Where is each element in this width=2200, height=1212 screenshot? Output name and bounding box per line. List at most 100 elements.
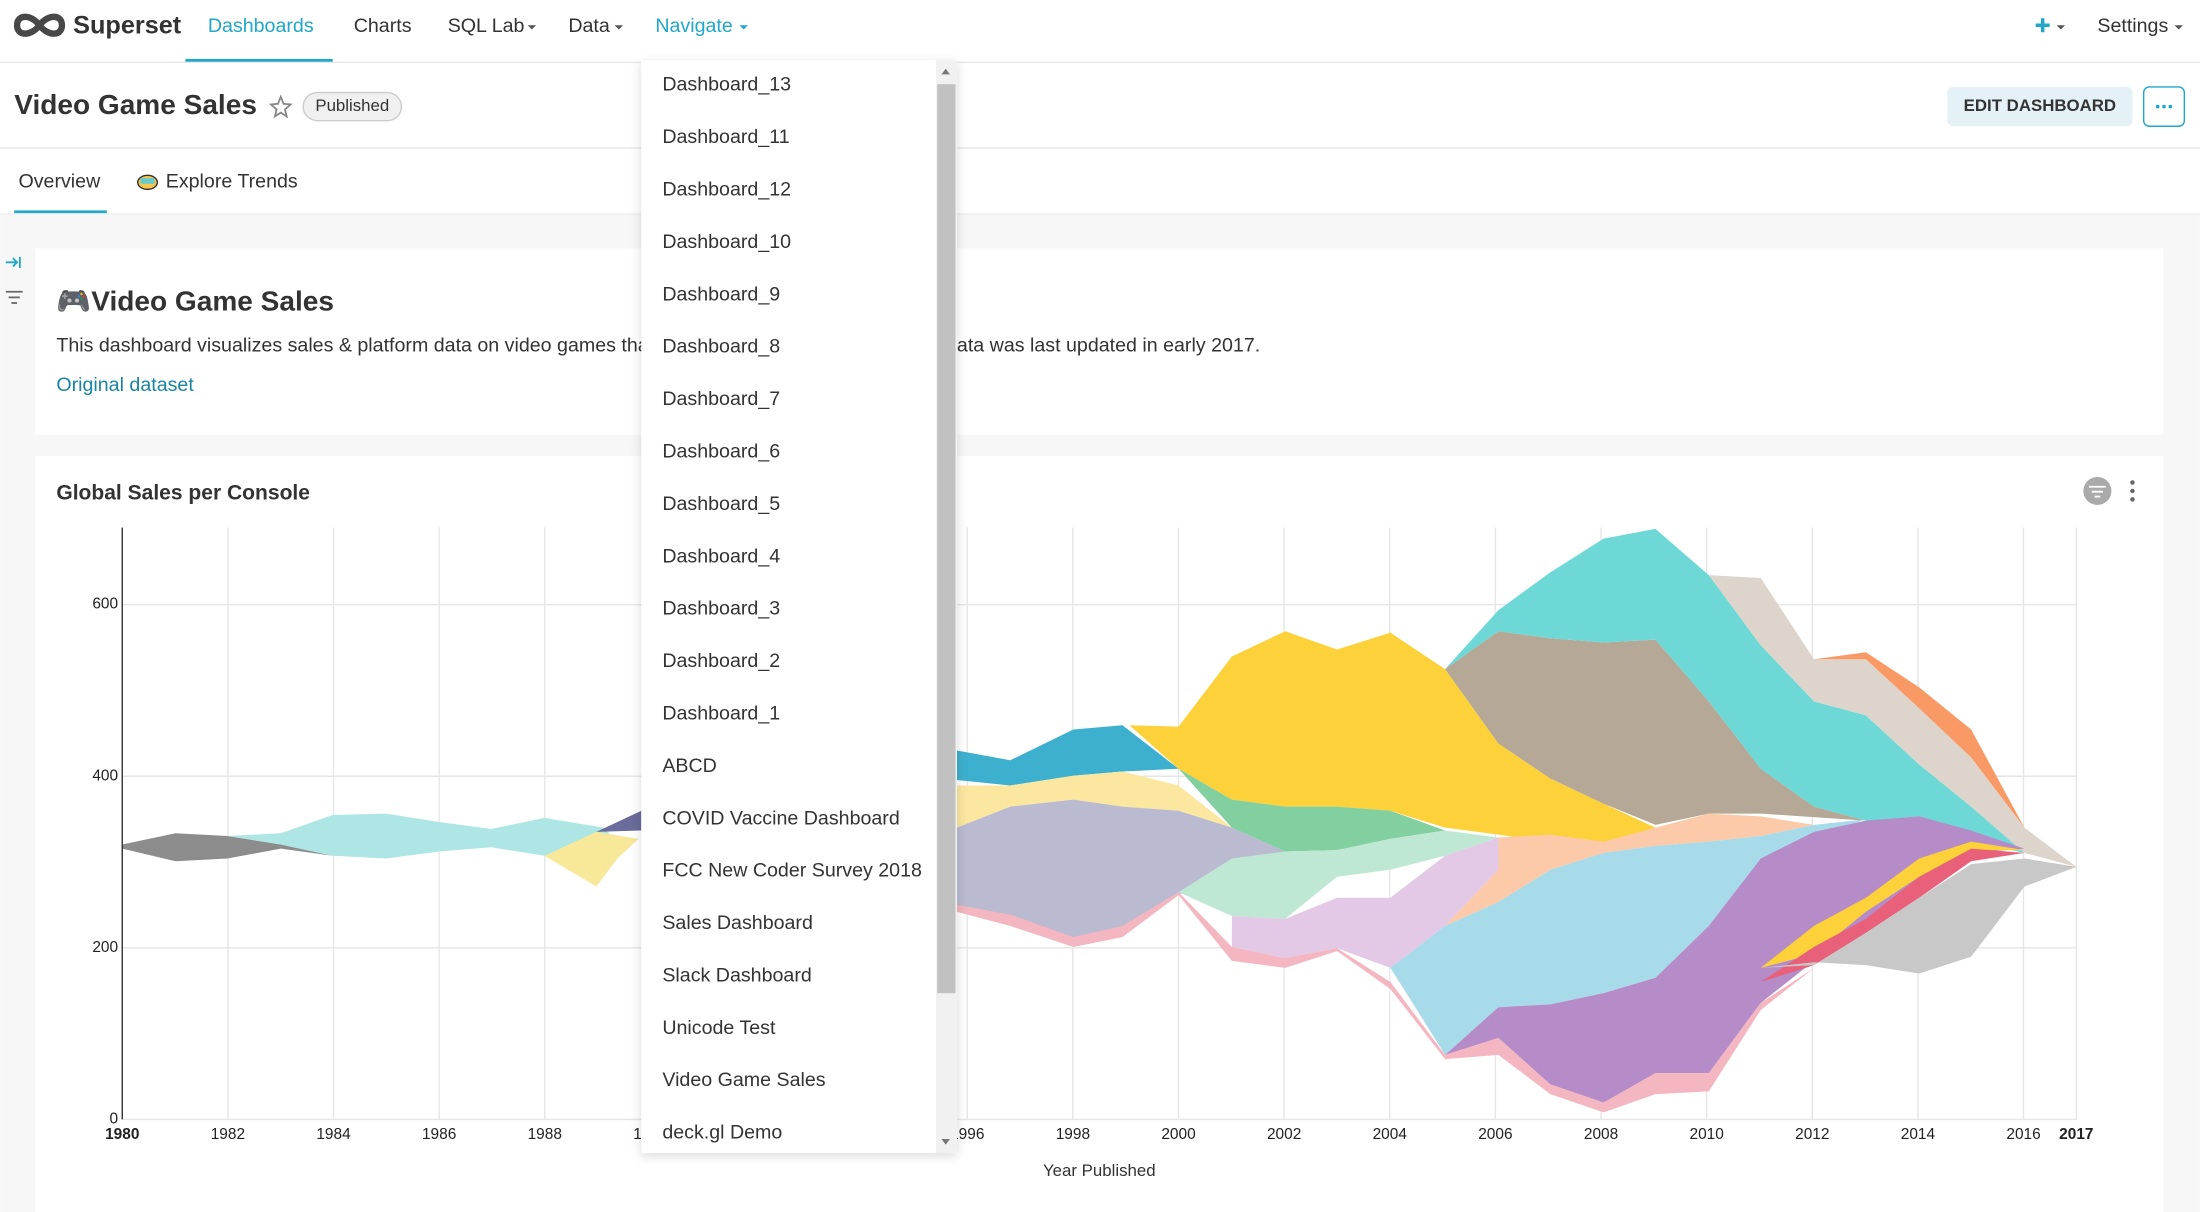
status-pill: [302, 91, 403, 122]
dropdown-item[interactable]: Slack Dashboard: [662, 964, 811, 986]
dropdown-item[interactable]: Dashboard_8: [662, 336, 780, 358]
dropdown-item[interactable]: Dashboard_9: [662, 283, 780, 305]
tab[interactable]: Overview: [18, 171, 101, 193]
edit-label: EDIT DASHBOARD: [1964, 96, 2116, 115]
markdown-text: ata was last updated in early 2017.: [957, 335, 1260, 357]
stream: [122, 833, 333, 862]
caret: [527, 25, 537, 30]
tab-active-bar: [14, 210, 107, 214]
dropdown-item[interactable]: Sales Dashboard: [662, 912, 813, 934]
nav-item[interactable]: Dashboards: [208, 15, 314, 37]
expand-icon[interactable]: [5, 256, 21, 268]
x-tick-label: 2002: [1267, 1126, 1301, 1143]
dropdown-item[interactable]: deck.gl Demo: [662, 1122, 782, 1144]
dropdown-item[interactable]: Dashboard_1: [662, 702, 780, 724]
tab-icon: [136, 174, 159, 191]
stream: [1390, 819, 1866, 1055]
caret: [2056, 25, 2066, 30]
x-tick-label: 2014: [1901, 1126, 1936, 1143]
stream: [1814, 652, 2025, 828]
nav-item[interactable]: Navigate: [655, 15, 733, 37]
x-tick-label: 2012: [1795, 1126, 1829, 1143]
dropdown-item[interactable]: Dashboard_12: [662, 179, 791, 201]
markdown-card: [35, 248, 2164, 435]
tab[interactable]: Explore Trends: [166, 171, 298, 193]
x-tick-label: 1986: [422, 1126, 456, 1143]
dropdown-item[interactable]: Dashboard_11: [662, 126, 789, 148]
dropdown-item[interactable]: ABCD: [662, 755, 717, 777]
header: [0, 63, 2200, 214]
navbar: [0, 0, 2200, 62]
stream: [956, 799, 1286, 947]
x-tick-label: 2006: [1478, 1126, 1512, 1143]
x-tick-label: 2004: [1373, 1126, 1408, 1143]
x-tick-label: 2008: [1584, 1126, 1618, 1143]
x-axis-label: Year Published: [1043, 1161, 1156, 1180]
x-tick-label: 1998: [1056, 1126, 1090, 1143]
dropdown-item[interactable]: Dashboard_10: [662, 231, 791, 253]
dropdown-item[interactable]: Unicode Test: [662, 1017, 776, 1039]
stream: [1708, 575, 2077, 867]
filter-icon[interactable]: [5, 290, 23, 304]
x-tick-label: 1996: [950, 1126, 984, 1143]
stream: [596, 810, 642, 832]
plus-icon[interactable]: [2035, 18, 2050, 33]
dropdown-item[interactable]: Dashboard_7: [662, 388, 780, 410]
dropdown-item[interactable]: Video Game Sales: [662, 1069, 825, 1091]
filter-badge-icon: [2088, 485, 2106, 498]
favorite-star[interactable]: [268, 94, 293, 119]
chart-menu[interactable]: [2130, 480, 2135, 502]
y-tick-label: 400: [92, 767, 118, 784]
caret: [614, 25, 624, 30]
dropdown-item[interactable]: Dashboard_13: [662, 74, 791, 96]
caret: [2174, 25, 2183, 30]
y-tick-label: 0: [109, 1110, 118, 1127]
stream: [1445, 631, 1866, 825]
chart-title: Global Sales per Console: [56, 481, 310, 504]
markdown-title: 🎮Video Game Sales: [56, 285, 334, 316]
stream: [956, 771, 1232, 828]
dashboard-title: Video Game Sales: [14, 89, 257, 120]
x-tick-label: 2000: [1161, 1126, 1195, 1143]
stream: [1760, 841, 2025, 968]
dropdown-item[interactable]: FCC New Coder Survey 2018: [662, 860, 922, 882]
x-tick-label: 1984: [316, 1126, 351, 1143]
markdown-link[interactable]: Original dataset: [56, 374, 194, 396]
status-label: Published: [315, 96, 389, 115]
scrollbar-thumb[interactable]: [937, 84, 956, 994]
logo: [13, 13, 66, 37]
dropdown-item[interactable]: Dashboard_5: [662, 493, 780, 515]
brand: Superset: [73, 11, 182, 39]
markdown-text: This dashboard visualizes sales & platfo…: [56, 335, 648, 357]
dropdown-panel: [641, 60, 957, 1154]
dropdown-item[interactable]: Dashboard_4: [662, 545, 780, 567]
nav-active-bar: [185, 58, 333, 62]
stream: [1178, 830, 1499, 919]
y-tick-label: 200: [92, 939, 118, 956]
stream: [956, 725, 1179, 786]
stream: [1129, 631, 1656, 845]
stream: [1178, 768, 1446, 852]
dropdown-item[interactable]: Dashboard_3: [662, 598, 780, 620]
nav-item[interactable]: Settings: [2097, 15, 2168, 37]
more-dots: [2155, 104, 2173, 109]
edit-button[interactable]: [1947, 86, 2133, 127]
x-tick-label: 1988: [528, 1126, 562, 1143]
navigate-dropdown: Dashboard_13 Dashboard_11 Dashboard_12 Dash…: [641, 60, 957, 1154]
caret: [739, 25, 748, 30]
x-tick-label: 2010: [1689, 1126, 1723, 1143]
nav-item[interactable]: Charts: [354, 15, 412, 37]
dropdown-item[interactable]: COVID Vaccine Dashboard: [662, 807, 899, 829]
dropdown-item[interactable]: Dashboard_6: [662, 441, 780, 463]
x-tick-label: 2016: [2006, 1126, 2040, 1143]
stream: [1760, 858, 2077, 974]
stream: [227, 813, 618, 859]
stream-areas: [122, 528, 2077, 1113]
dropdown-item[interactable]: Dashboard_2: [662, 650, 780, 672]
stream: [1445, 528, 2025, 853]
stream: [544, 831, 639, 887]
nav-item[interactable]: Data: [568, 15, 610, 37]
nav-item[interactable]: SQL Lab: [448, 15, 525, 37]
